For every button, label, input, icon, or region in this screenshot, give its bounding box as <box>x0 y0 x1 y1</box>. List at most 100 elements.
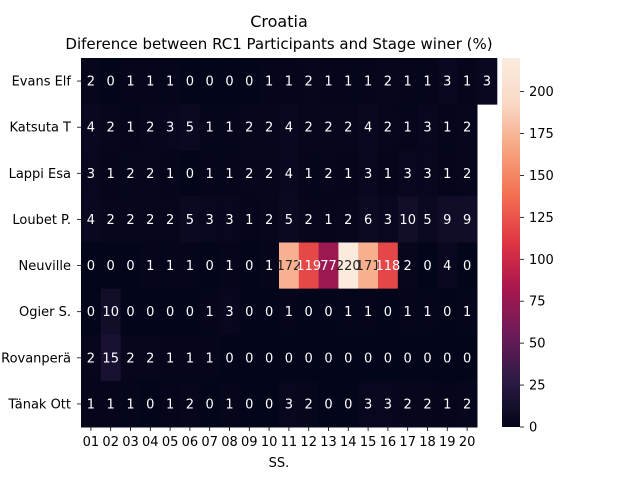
cell-value-label: 1 <box>166 351 174 366</box>
cell-value-label: 5 <box>186 121 194 136</box>
heatmap-cell <box>477 58 498 105</box>
heatmap-cell <box>378 196 399 243</box>
cell-value-label: 1 <box>126 121 134 136</box>
heatmap-cell <box>437 196 458 243</box>
heatmap-cell <box>160 242 181 290</box>
cell-value-label: 1 <box>126 75 134 90</box>
cell-value-label: 0 <box>404 351 412 366</box>
heatmap-cell <box>279 380 300 428</box>
heatmap-cell <box>318 288 339 336</box>
heatmap-cell <box>437 104 458 151</box>
heatmap-cell <box>219 380 240 428</box>
heatmap-cell <box>338 104 359 151</box>
heatmap-cell <box>457 104 478 151</box>
heatmap-cell <box>318 150 339 197</box>
cell-value-label: 2 <box>107 213 115 228</box>
cell-value-label: 3 <box>423 167 431 182</box>
heatmap-cell <box>259 150 280 197</box>
cell-value-label: 0 <box>186 167 194 182</box>
cell-value-label: 2 <box>265 121 273 136</box>
colorbar-tick-label: 50 <box>529 337 546 352</box>
chart-title: Croatia <box>250 12 308 31</box>
x-tick-label: 12 <box>300 435 317 450</box>
cell-value-label: 2 <box>146 351 154 366</box>
heatmap-cell <box>180 150 201 197</box>
x-tick-label: 02 <box>102 435 119 450</box>
heatmap-cell <box>417 150 438 197</box>
y-tick-label: Loubet P. <box>12 213 71 228</box>
cell-value-label: 3 <box>225 213 233 228</box>
heatmap-cell <box>298 334 320 382</box>
heatmap-cell <box>358 150 379 197</box>
heatmap-cell <box>397 104 419 151</box>
cell-value-label: 0 <box>225 75 233 90</box>
y-tick-label: Ogier S. <box>19 305 71 320</box>
heatmap-cell <box>437 150 458 197</box>
x-tick-label: 14 <box>340 435 357 450</box>
cell-value-label: 1 <box>225 259 233 274</box>
heatmap-cell <box>199 242 221 290</box>
cell-value-label: 1 <box>463 305 471 320</box>
cell-value-label: 1 <box>324 213 332 228</box>
heatmap-cell <box>259 104 280 151</box>
heatmap-cell <box>417 58 438 105</box>
cell-value-label: 2 <box>384 121 392 136</box>
heatmap-cell <box>397 196 419 243</box>
heatmap-cell <box>437 58 458 105</box>
cell-value-label: 1 <box>265 259 273 274</box>
heatmap-cell <box>298 288 320 336</box>
cell-value-label: 1 <box>364 75 372 90</box>
cell-value-label: 0 <box>324 351 332 366</box>
x-tick-label: 06 <box>182 435 199 450</box>
cell-value-label: 2 <box>384 75 392 90</box>
heatmap-cell <box>259 288 280 336</box>
cell-value-label: 4 <box>364 121 372 136</box>
heatmap-cell <box>81 334 102 382</box>
heatmap-cell <box>318 104 339 151</box>
colorbar-ticks: 0 25 50 75 100 125 150 175 200 <box>520 85 554 436</box>
y-tick-label: Evans Elf <box>12 75 72 90</box>
heatmap-cell <box>397 150 419 197</box>
x-tick-label: 20 <box>459 435 476 450</box>
cell-value-label: 2 <box>166 213 174 228</box>
cell-value-label: 1 <box>146 259 154 274</box>
cell-value-label: 0 <box>265 397 273 412</box>
cell-value-label: 2 <box>344 213 352 228</box>
heatmap-cell <box>417 196 438 243</box>
cell-value-label: 2 <box>344 121 352 136</box>
x-tick-label: 16 <box>380 435 397 450</box>
heatmap-cell <box>160 104 181 151</box>
heatmap-cell <box>397 380 419 428</box>
cell-value-label: 3 <box>384 213 392 228</box>
cell-value-label: 0 <box>423 259 431 274</box>
heatmap-cell <box>437 288 458 336</box>
cell-value-label: 2 <box>87 75 95 90</box>
heatmap-cell <box>318 380 339 428</box>
heatmap-cell <box>160 196 181 243</box>
cell-value-label: 0 <box>344 351 352 366</box>
x-tick-label: 03 <box>122 435 139 450</box>
heatmap-cell <box>397 58 419 105</box>
cell-value-label: 2 <box>324 167 332 182</box>
heatmap-cell <box>100 288 122 336</box>
heatmap-cell <box>180 196 201 243</box>
cell-value-label: 2 <box>324 121 332 136</box>
y-tick-label: Tänak Ott <box>7 397 71 412</box>
cell-value-label: 2 <box>126 213 134 228</box>
x-tick-label: 09 <box>241 435 258 450</box>
heatmap-cell <box>120 104 141 151</box>
cell-value-label: 0 <box>344 397 352 412</box>
x-tick-label: 05 <box>162 435 179 450</box>
heatmap-cell <box>140 334 161 382</box>
heatmap-cell <box>457 196 478 243</box>
heatmap-cell <box>378 150 399 197</box>
heatmap-cell <box>318 242 339 290</box>
cell-value-label: 0 <box>443 351 451 366</box>
cell-value-label: 118 <box>375 259 400 274</box>
cell-value-label: 1 <box>146 75 154 90</box>
cell-value-label: 2 <box>305 397 313 412</box>
heatmap-cell <box>81 196 102 243</box>
y-tick-label: Neuville <box>19 259 72 274</box>
cell-value-label: 0 <box>324 397 332 412</box>
